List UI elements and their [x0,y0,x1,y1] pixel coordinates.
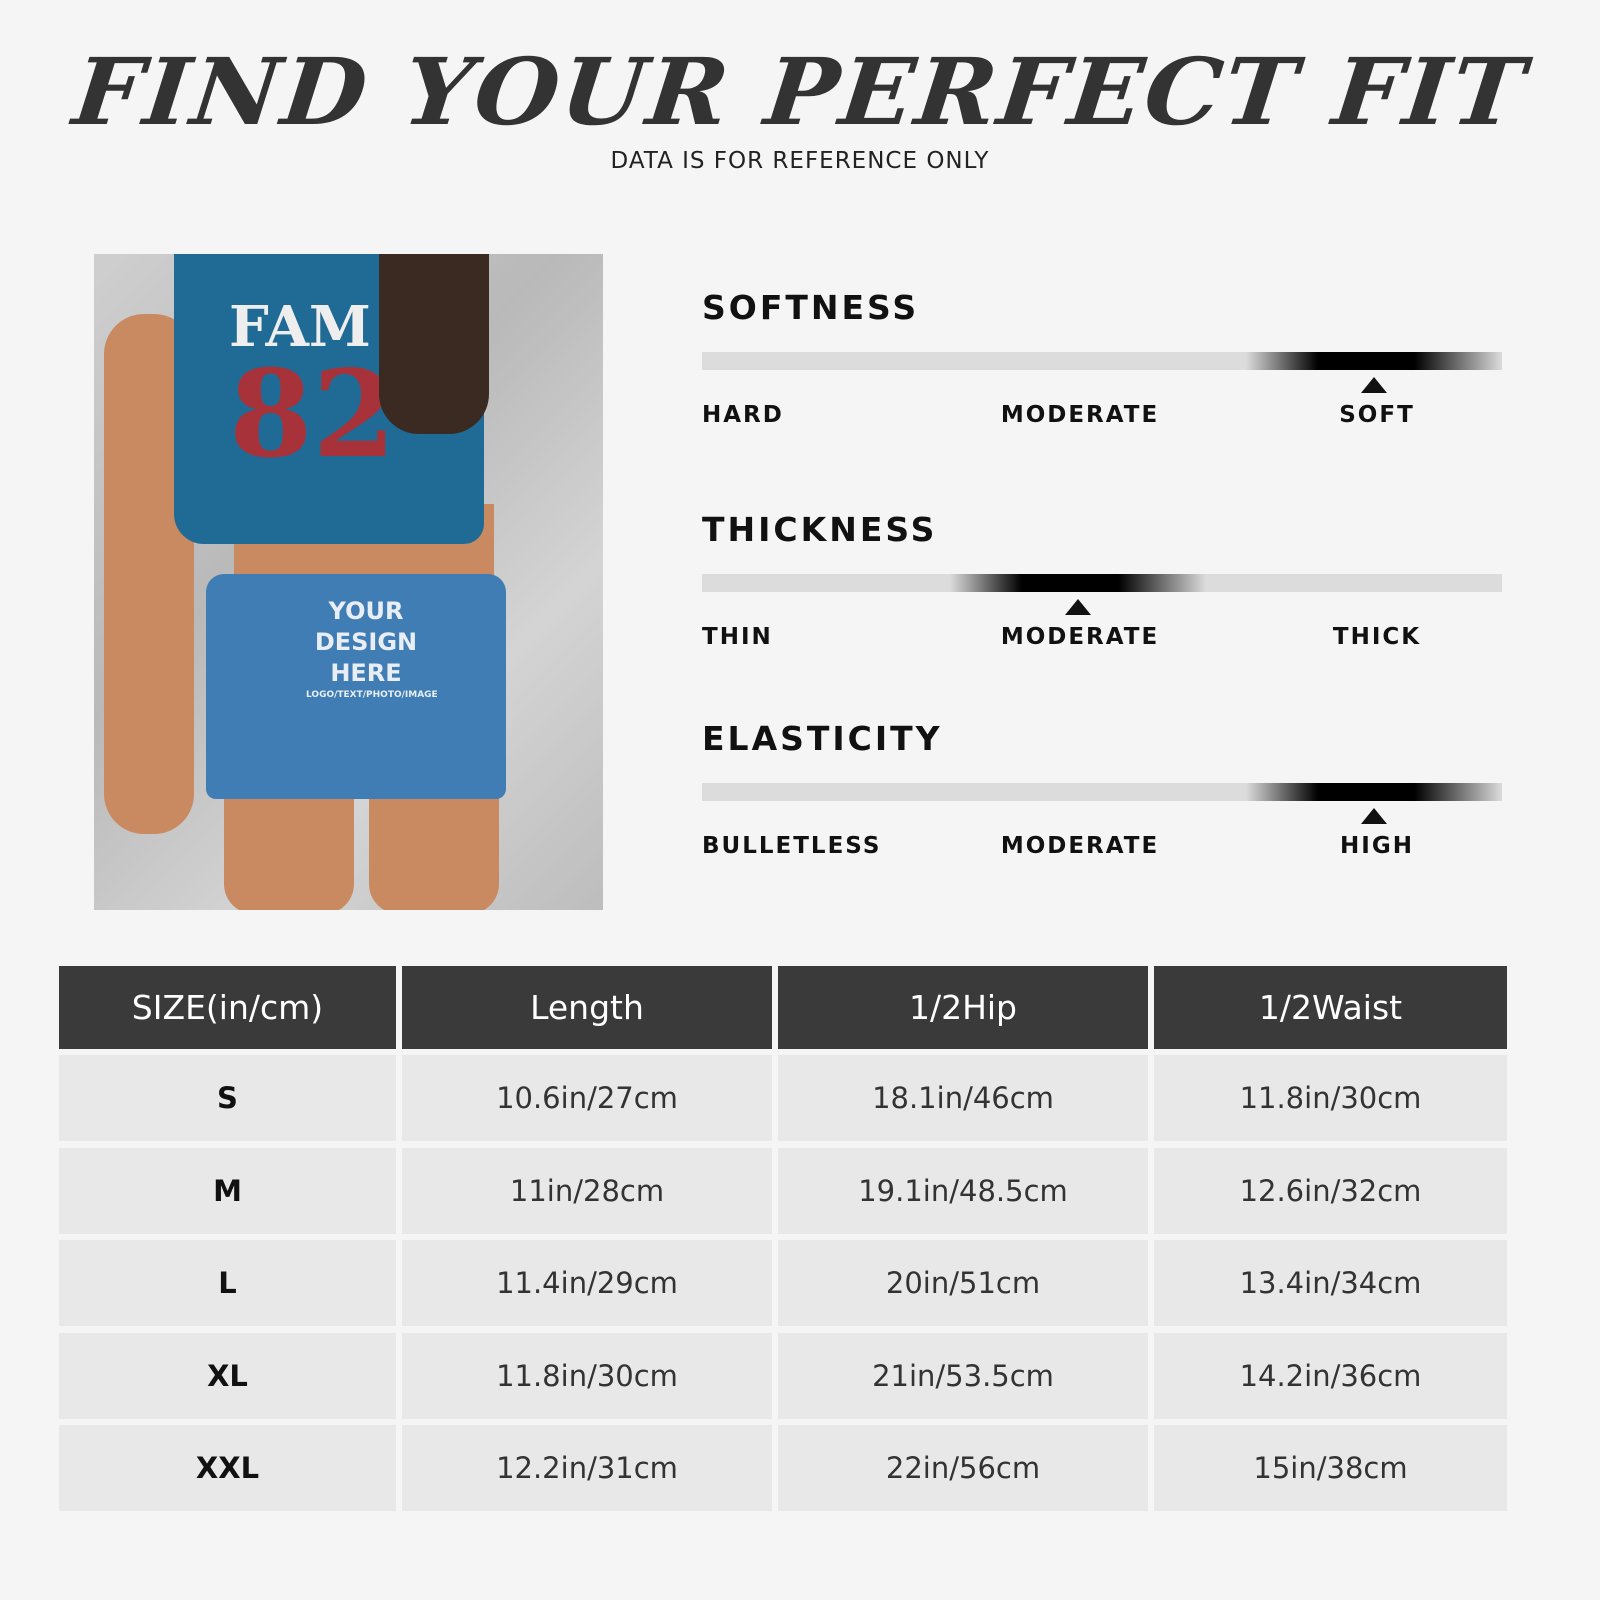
design-line: YOUR [328,597,404,625]
scale-bar [702,783,1502,801]
scale-label-mid: MODERATE [1000,402,1160,428]
table-header-cell: 1/2Waist [1154,966,1507,1049]
table-header-cell: Length [402,966,772,1049]
table-cell: M [59,1147,396,1234]
design-subtext: LOGO/TEXT/PHOTO/IMAGE [306,690,438,700]
page-title: FIND YOUR PERFECT FIT [68,38,1532,146]
shirt: 82 FAM [174,254,484,544]
level-marker-icon [1065,599,1091,615]
table-cell: S [59,1055,396,1141]
design-line: HERE [330,659,402,687]
table-cell: 11.8in/30cm [402,1332,772,1419]
table-cell: 10.6in/27cm [402,1055,772,1141]
scale-bar [702,574,1502,592]
hair [379,254,489,434]
table-cell: 20in/51cm [778,1240,1148,1326]
table-cell: XXL [59,1425,396,1511]
table-cell: 11in/28cm [402,1147,772,1234]
table-cell: 14.2in/36cm [1154,1332,1507,1419]
table-header-cell: 1/2Hip [778,966,1148,1049]
table-cell: 21in/53.5cm [778,1332,1148,1419]
scale-label-high: THICK [1332,624,1422,650]
table-cell: 22in/56cm [778,1425,1148,1511]
level-marker-icon [1361,808,1387,824]
product-photo: 82 FAM YOUR DESIGN HERE LOGO/TEXT/PHOTO/… [94,254,603,910]
shirt-text: FAM [229,294,371,360]
page-subtitle: DATA IS FOR REFERENCE ONLY [610,148,990,174]
scale-label-high: HIGH [1340,833,1414,859]
scale-label-low: BULLETLESS [702,833,882,859]
shirt-number: 82 [229,344,396,485]
scale-title: SOFTNESS [702,288,920,327]
scale-label-low: HARD [702,402,784,428]
design-placeholder: YOUR DESIGN HERE LOGO/TEXT/PHOTO/IMAGE [306,596,438,701]
shorts: YOUR DESIGN HERE LOGO/TEXT/PHOTO/IMAGE [206,574,506,799]
scale-label-mid: MODERATE [1000,624,1160,650]
table-cell: 15in/38cm [1154,1425,1507,1511]
table-cell: 12.2in/31cm [402,1425,772,1511]
table-cell: 13.4in/34cm [1154,1240,1507,1326]
level-marker-icon [1361,377,1387,393]
table-cell: 18.1in/46cm [778,1055,1148,1141]
table-cell: L [59,1240,396,1326]
table-header-cell: SIZE(in/cm) [59,966,396,1049]
scale-label-mid: MODERATE [1000,833,1160,859]
scale-title: ELASTICITY [702,719,943,758]
scale-label-high: SOFT [1339,402,1415,428]
table-cell: 19.1in/48.5cm [778,1147,1148,1234]
scale-label-low: THIN [702,624,773,650]
design-line: DESIGN [314,628,418,656]
table-cell: XL [59,1332,396,1419]
table-cell: 12.6in/32cm [1154,1147,1507,1234]
table-cell: 11.4in/29cm [402,1240,772,1326]
scale-bar [702,352,1502,370]
table-cell: 11.8in/30cm [1154,1055,1507,1141]
scale-title: THICKNESS [702,510,938,549]
